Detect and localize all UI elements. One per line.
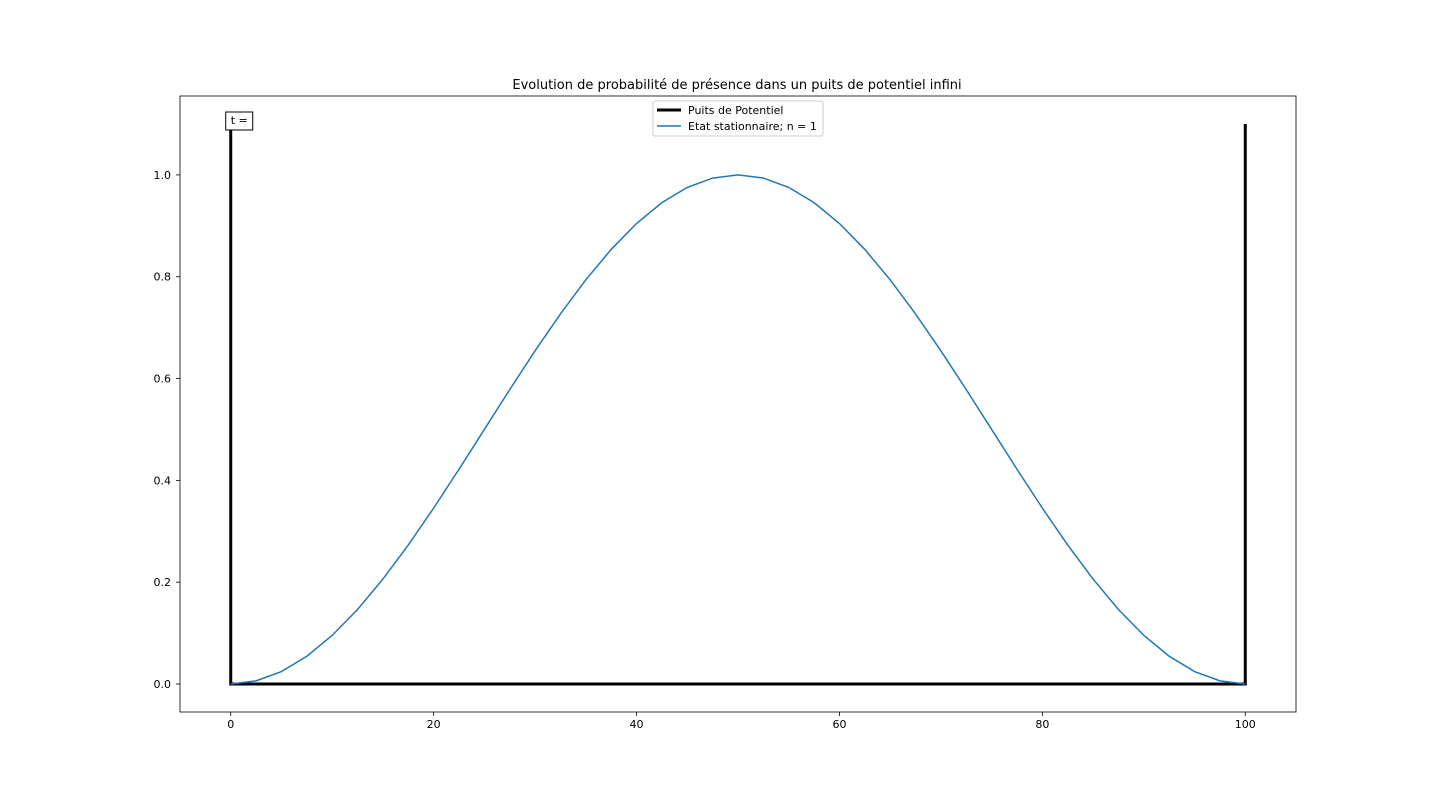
- legend-entry-label: Puits de Potentiel: [688, 104, 783, 117]
- legend: Puits de Potentiel Etat stationnaire; n =…: [652, 100, 824, 137]
- x-tick-label: 0: [227, 718, 234, 731]
- legend-entry-label: Etat stationnaire; n = 1: [688, 120, 817, 133]
- time-annotation: t =: [231, 114, 248, 127]
- x-tick-label: 20: [427, 718, 441, 731]
- axes: 0 20 40 60 80 100 0.0 0.2 0.4 0.6 0.8 1.0: [154, 95, 1297, 731]
- x-tick-label: 60: [832, 718, 846, 731]
- axes-frame: [179, 95, 1297, 713]
- y-tick-label: 0.8: [154, 271, 172, 284]
- time-annotation-box: [225, 111, 254, 131]
- y-tick-label: 0.4: [154, 474, 172, 487]
- x-tick-label: 100: [1235, 718, 1256, 731]
- potential-well-line: [229, 124, 1247, 686]
- annotation-layer: t =: [225, 111, 254, 131]
- y-tick-label: 0.0: [154, 678, 172, 691]
- y-tick-label: 1.0: [154, 169, 172, 182]
- x-tick-label: 80: [1035, 718, 1049, 731]
- y-tick-label: 0.2: [154, 576, 172, 589]
- chart-title: Evolution de probabilité de présence dan…: [512, 78, 961, 93]
- legend-box: [652, 100, 824, 137]
- stationary-state-line: [230, 174, 1246, 685]
- plot-area: [229, 124, 1247, 686]
- y-tick-label: 0.6: [154, 373, 172, 386]
- x-tick-label: 40: [630, 718, 644, 731]
